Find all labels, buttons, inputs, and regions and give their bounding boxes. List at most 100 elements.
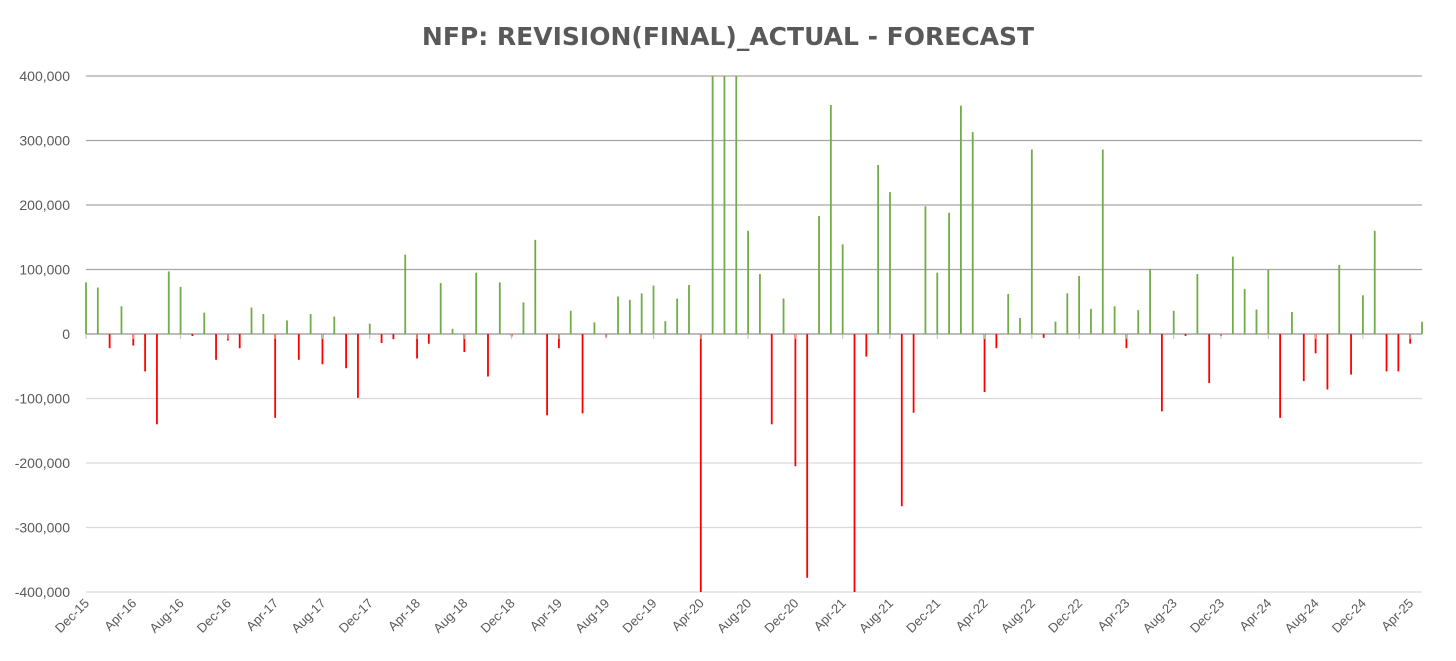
bar [144,334,147,372]
bar [1255,309,1258,334]
bar [558,334,560,349]
bar [357,334,359,398]
bar [463,334,466,353]
x-tick-label: Dec-16 [194,596,234,636]
x-tick-label: Aug-21 [856,596,896,636]
bar [900,334,903,507]
bar [439,283,442,334]
bar [309,314,312,334]
bar [924,206,927,334]
bar [392,334,395,340]
x-tick-label: Aug-22 [998,596,1038,636]
bar [617,296,619,334]
bar [167,271,170,334]
bar [759,274,761,334]
bar [794,334,797,467]
bar [865,334,868,357]
bar [1208,334,1211,384]
x-tick-label: Apr-21 [811,596,849,634]
bar [321,334,324,365]
x-tick-label: Apr-25 [1378,596,1416,634]
bar [936,272,939,334]
y-axis: 400,000 300,000 200,000 100,000 0 -100,000 -20… [15,68,70,600]
bar [747,230,749,334]
bar [1125,334,1128,349]
bar [652,285,655,334]
bar [1078,275,1081,334]
bar [1314,334,1317,354]
y-tick-label: 300,000 [19,133,70,149]
bar [1326,334,1329,390]
bars [85,76,1423,592]
bar [1066,293,1069,334]
y-tick-label: 0 [62,326,70,342]
bar [1361,295,1364,334]
y-tick-label: 100,000 [19,262,70,278]
bar [877,165,880,334]
bar [983,334,986,393]
bar [829,105,832,335]
x-tick-label: Dec-19 [619,596,659,636]
bar [404,254,407,334]
bar [427,334,430,344]
bar [1019,317,1021,334]
x-axis: Dec-15 Apr-16 Aug-16 Dec-16 Apr-17 Aug-17 Dec-… [52,334,1416,636]
bar [250,307,253,334]
bar [262,314,265,334]
bar [770,334,773,425]
bar [948,212,950,334]
bar [1350,334,1352,375]
x-tick-label: Dec-15 [52,596,92,636]
bar [1113,306,1116,334]
bar [498,282,501,334]
x-tick-label: Apr-23 [1094,596,1132,634]
x-tick-label: Apr-19 [527,596,565,634]
x-tick-label: Dec-23 [1187,596,1227,636]
bar [569,310,572,334]
x-tick-label: Dec-20 [761,596,801,636]
bar [581,334,584,414]
y-tick-label: 200,000 [19,197,70,213]
bar [238,334,241,349]
chart-title: NFP: REVISION(FINAL)_ACTUAL - FORECAST [422,22,1034,51]
bar [1042,334,1045,338]
bar [889,192,891,334]
x-tick-label: Aug-17 [288,596,328,636]
bar [179,286,182,334]
bar [274,334,277,418]
x-tick-label: Apr-20 [669,596,707,634]
bar [1373,230,1376,334]
bar [1101,149,1104,334]
bar [132,334,135,346]
bar [806,334,809,578]
x-tick-label: Apr-24 [1236,596,1274,634]
y-tick-label: -200,000 [15,455,70,471]
bar [723,76,726,334]
bar [120,306,123,334]
bar [782,298,785,334]
bar [1137,310,1140,334]
bar [416,334,418,359]
x-tick-label: Aug-20 [714,596,754,636]
bar [96,287,99,334]
bar [368,323,371,334]
bar [676,298,679,334]
bar [1302,334,1305,382]
bar [203,312,206,334]
x-tick-label: Aug-23 [1140,596,1180,636]
bar [1243,288,1246,334]
bar [1338,264,1341,334]
x-tick-label: Apr-17 [243,596,281,634]
x-tick-label: Dec-24 [1329,596,1369,636]
y-tick-label: -100,000 [15,391,70,407]
bar [345,334,348,369]
x-tick-label: Dec-17 [336,596,376,636]
bar [841,244,844,334]
bar [85,282,87,334]
bar [380,334,383,344]
bar [1172,310,1175,334]
bar [853,334,856,592]
bar [699,334,702,592]
x-tick-label: Apr-22 [952,596,990,634]
